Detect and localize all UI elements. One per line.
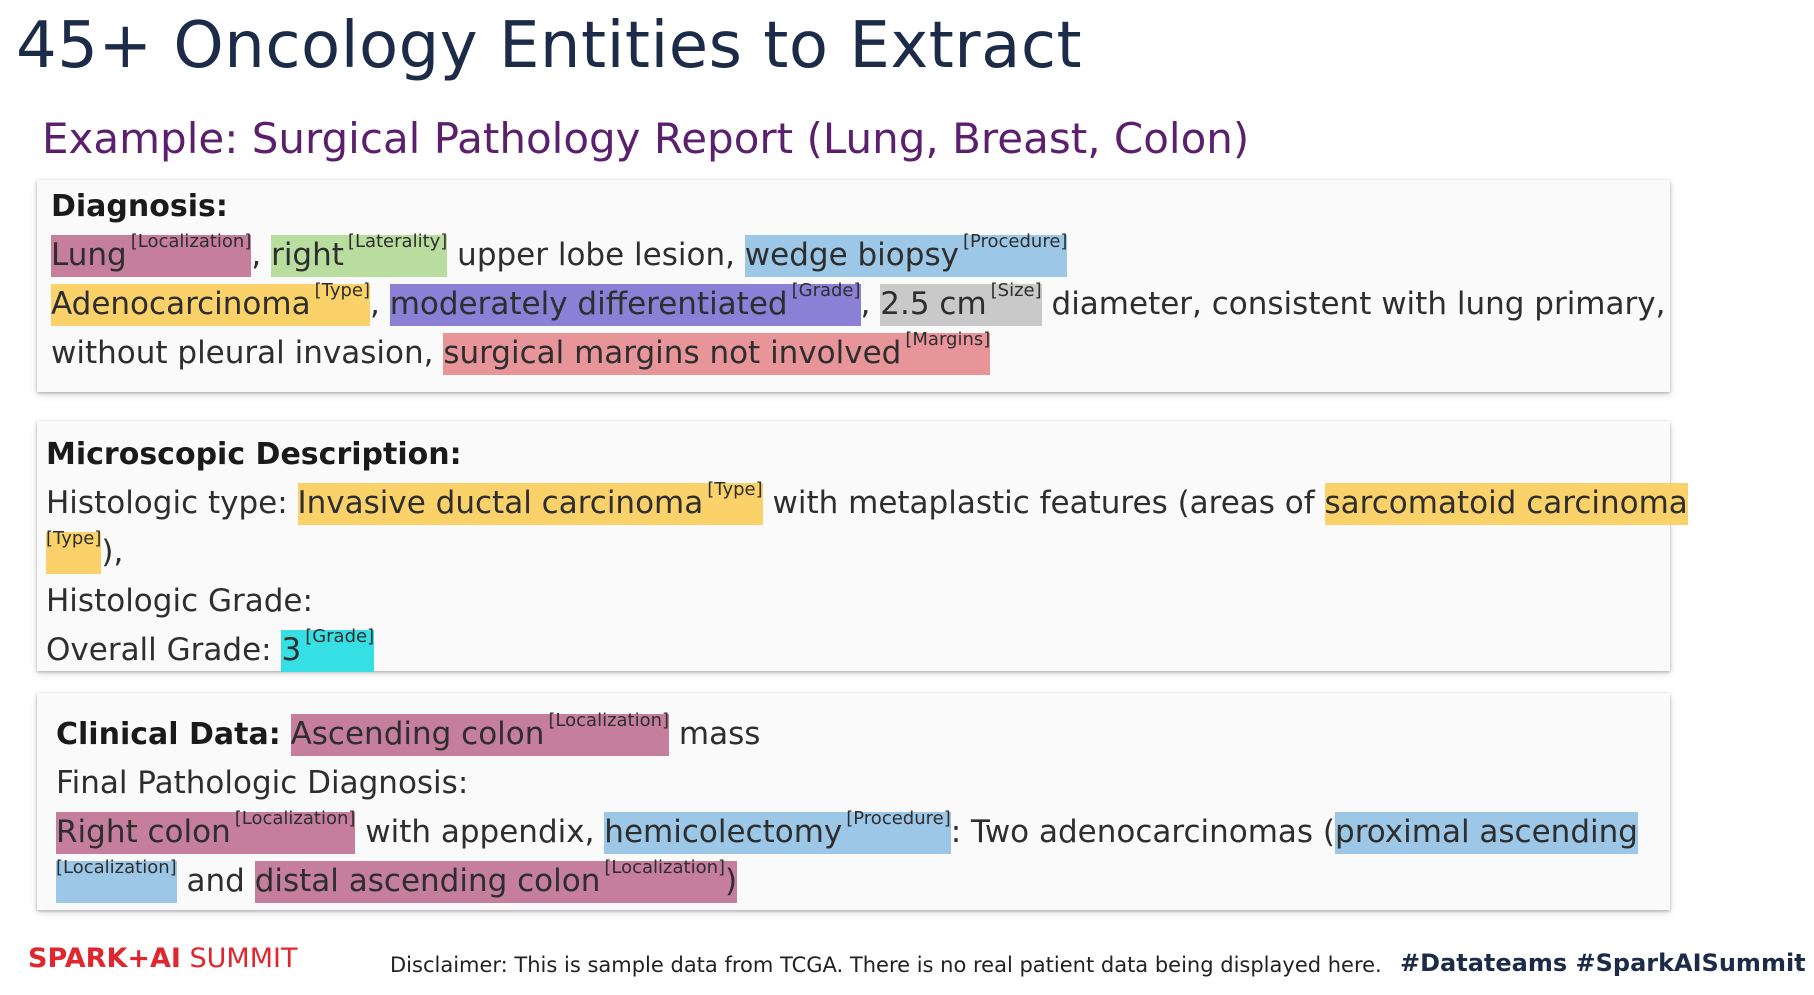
- entity-text: distal ascending colon: [254, 863, 601, 899]
- microscopic-card: Microscopic Description: Histologic type…: [37, 421, 1688, 672]
- entity-grade: moderately differentiated [Grade]: [389, 282, 861, 326]
- entity-tag: [Procedure]: [962, 231, 1068, 252]
- entity-tag: [Type]: [707, 479, 763, 500]
- histologic-grade-label: Histologic Grade:: [46, 583, 313, 619]
- entity-text: moderately differentiated: [389, 286, 788, 322]
- entity-localization: distal ascending colon [Localization]): [254, 859, 738, 903]
- entity-text: wedge biopsy: [744, 237, 959, 273]
- plain-text: : Two adenocarcinomas (: [950, 814, 1336, 850]
- entity-localization: Lung [Localization]: [51, 233, 252, 277]
- entity-localization-tag: [Localization]: [56, 859, 177, 903]
- microscopic-line-4: Overall Grade: 3 [Grade]: [46, 626, 1658, 675]
- entity-text: proximal ascending: [1335, 814, 1638, 850]
- entity-tag: [Laterality]: [347, 231, 448, 252]
- diagnosis-card: Diagnosis: Lung [Localization], right [Lat…: [37, 180, 1670, 392]
- microscopic-line-1: Histologic type: Invasive ductal carcino…: [46, 479, 1688, 528]
- spark-ai-summit-logo: SPARK+AI SUMMIT: [28, 943, 298, 974]
- clinical-line-3: Right colon [Localization] with appendix,…: [56, 808, 1658, 857]
- plain-text: ): [725, 863, 738, 899]
- plain-text: Overall Grade:: [46, 632, 282, 668]
- microscopic-line-2: [Type]),: [46, 528, 1658, 577]
- plain-text: [281, 716, 291, 752]
- entity-tag: [Localization]: [548, 710, 670, 731]
- slide-title: 45+ Oncology Entities to Extract: [16, 9, 1083, 83]
- entity-grade: 3 [Grade]: [281, 628, 375, 672]
- entity-text: Adenocarcinoma: [51, 286, 311, 322]
- entity-laterality: right [Laterality]: [271, 233, 448, 277]
- clinical-heading: Clinical Data:: [56, 717, 281, 752]
- entity-tag: [Margins]: [905, 329, 991, 350]
- entity-tag: [Size]: [990, 280, 1042, 301]
- entity-localization: Ascending colon [Localization]: [290, 712, 670, 756]
- disclaimer-text: Disclaimer: This is sample data from TCG…: [390, 953, 1382, 977]
- entity-tag: [Localization]: [56, 857, 177, 878]
- hashtags: #Datateams #SparkAISummit: [1400, 949, 1806, 977]
- entity-tag: [Type]: [314, 280, 370, 301]
- diagnosis-heading: Diagnosis:: [51, 189, 228, 224]
- slide-subtitle: Example: Surgical Pathology Report (Lung…: [42, 114, 1250, 163]
- plain-text: Histologic type:: [46, 485, 298, 521]
- entity-localization: Right colon [Localization]: [56, 810, 356, 854]
- entity-text: 2.5 cm: [880, 286, 987, 322]
- plain-text: with metaplastic features (areas of: [762, 485, 1325, 521]
- entity-margins: surgical margins not involved [Margins]: [443, 331, 991, 375]
- plain-text: mass: [669, 716, 761, 752]
- entity-text: Ascending colon: [290, 716, 545, 752]
- clinical-line-4: [Localization] and distal ascending colo…: [56, 857, 1658, 906]
- microscopic-heading: Microscopic Description:: [46, 437, 462, 472]
- plain-text: and: [176, 863, 255, 899]
- entity-type: Invasive ductal carcinoma [Type]: [297, 481, 763, 525]
- entity-localization: proximal ascending: [1335, 812, 1638, 854]
- clinical-line-1: Clinical Data: Ascending colon [Localizat…: [56, 710, 1658, 759]
- plain-text: without pleural invasion,: [51, 335, 444, 371]
- plain-text: ,: [251, 237, 272, 273]
- diagnosis-line-1: Lung [Localization], right [Laterality] up…: [51, 231, 1658, 280]
- entity-text: Invasive ductal carcinoma: [297, 485, 704, 521]
- diagnosis-line-2: Adenocarcinoma [Type], moderately differe…: [51, 280, 1665, 329]
- entity-procedure: wedge biopsy [Procedure]: [744, 233, 1068, 277]
- entity-tag: [Localization]: [130, 231, 252, 252]
- entity-text: 3: [281, 632, 302, 668]
- clinical-card: Clinical Data: Ascending colon [Localizat…: [37, 693, 1670, 910]
- entity-type: sarcomatoid carcinoma: [1324, 483, 1688, 525]
- entity-size: 2.5 cm [Size]: [880, 282, 1042, 326]
- plain-text: ,: [860, 286, 881, 322]
- diagnosis-line-3: without pleural invasion, surgical margi…: [51, 329, 1658, 378]
- entity-text: Right colon: [56, 814, 231, 850]
- entity-tag: [Grade]: [791, 280, 861, 301]
- entity-tag: [Grade]: [305, 626, 375, 647]
- entity-text: right: [271, 237, 344, 273]
- plain-text: ,: [370, 286, 390, 322]
- entity-tag: [Localization]: [234, 808, 356, 829]
- entity-text: Lung: [51, 237, 127, 273]
- entity-text: sarcomatoid carcinoma: [1324, 485, 1688, 521]
- entity-text: surgical margins not involved: [443, 335, 902, 371]
- entity-tag: [Procedure]: [846, 808, 951, 829]
- plain-text: ),: [101, 534, 124, 570]
- entity-tag: [Localization]: [604, 857, 726, 878]
- plain-text: with appendix,: [355, 814, 605, 850]
- entity-tag: [Type]: [46, 528, 102, 549]
- plain-text: diameter, consistent with lung primary,: [1041, 286, 1666, 322]
- final-diagnosis-label: Final Pathologic Diagnosis:: [56, 765, 469, 801]
- entity-type: Adenocarcinoma [Type]: [51, 282, 370, 326]
- entity-text: hemicolectomy: [604, 814, 843, 850]
- plain-text: upper lobe lesion,: [447, 237, 745, 273]
- entity-procedure: hemicolectomy [Procedure]: [604, 810, 951, 854]
- entity-type-tag: [Type]: [46, 530, 102, 574]
